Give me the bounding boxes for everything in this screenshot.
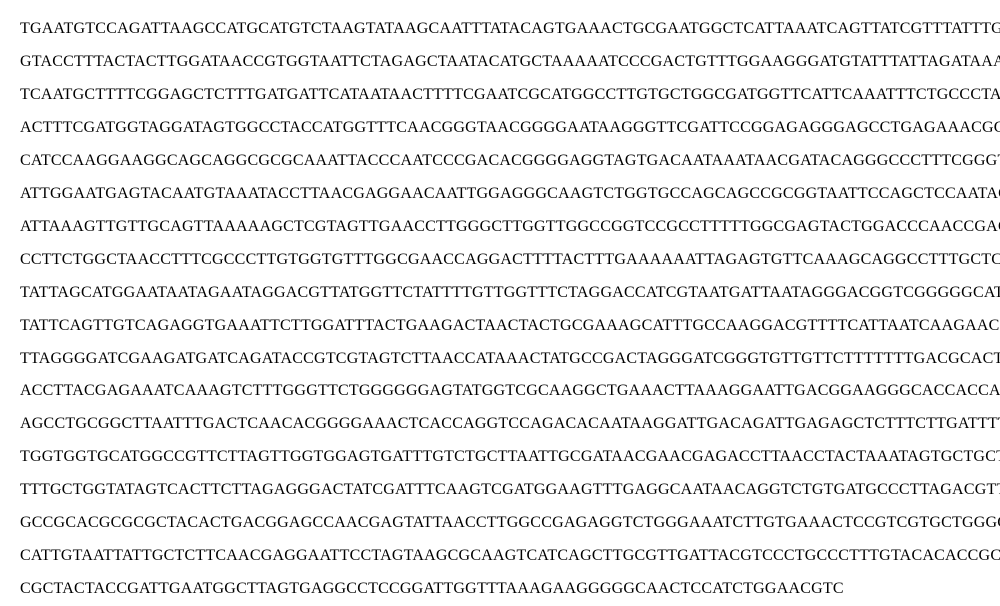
- sequence-line: TTAGGGGATCGAAGATGATCAGATACCGTCGTAGTCTTAA…: [20, 343, 980, 376]
- sequence-line: ATTGGAATGAGTACAATGTAAATACCTTAACGAGGAACAA…: [20, 178, 980, 211]
- sequence-line: GTACCTTTACTACTTGGATAACCGTGGTAATTCTAGAGCT…: [20, 46, 980, 79]
- dna-sequence-block: TGAATGTCCAGATTAAGCCATGCATGTCTAAGTATAAGCA…: [20, 13, 980, 606]
- sequence-line: TGGTGGTGCATGGCCGTTCTTAGTTGGTGGAGTGATTTGT…: [20, 441, 980, 474]
- sequence-line: CATTGTAATTATTGCTCTTCAACGAGGAATTCCTAGTAAG…: [20, 540, 980, 573]
- sequence-line: TGAATGTCCAGATTAAGCCATGCATGTCTAAGTATAAGCA…: [20, 13, 980, 46]
- sequence-line: TATTAGCATGGAATAATAGAATAGGACGTTATGGTTCTAT…: [20, 277, 980, 310]
- sequence-line: CATCCAAGGAAGGCAGCAGGCGCGCAAATTACCCAATCCC…: [20, 145, 980, 178]
- sequence-line: TATTCAGTTGTCAGAGGTGAAATTCTTGGATTTACTGAAG…: [20, 310, 980, 343]
- sequence-line: AGCCTGCGGCTTAATTTGACTCAACACGGGGAAACTCACC…: [20, 408, 980, 441]
- sequence-line: TTTGCTGGTATAGTCACTTCTTAGAGGGACTATCGATTTC…: [20, 474, 980, 507]
- sequence-line: ACTTTCGATGGTAGGATAGTGGCCTACCATGGTTTCAACG…: [20, 112, 980, 145]
- sequence-line: TCAATGCTTTTCGGAGCTCTTTGATGATTCATAATAACTT…: [20, 79, 980, 112]
- sequence-line: CGCTACTACCGATTGAATGGCTTAGTGAGGCCTCCGGATT…: [20, 573, 980, 606]
- sequence-line: GCCGCACGCGCGCTACACTGACGGAGCCAACGAGTATTAA…: [20, 507, 980, 540]
- sequence-line: ACCTTACGAGAAATCAAAGTCTTTGGGTTCTGGGGGGAGT…: [20, 375, 980, 408]
- sequence-line: CCTTCTGGCTAACCTTTCGCCCTTGTGGTGTTTGGCGAAC…: [20, 244, 980, 277]
- sequence-line: ATTAAAGTTGTTGCAGTTAAAAAGCTCGTAGTTGAACCTT…: [20, 211, 980, 244]
